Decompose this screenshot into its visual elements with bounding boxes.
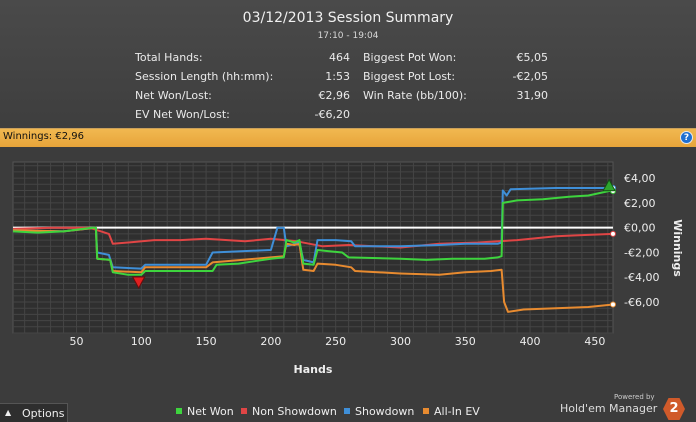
x-tick-label: 50 — [69, 335, 83, 348]
legend-item-non-showdown[interactable]: Non Showdown — [241, 405, 337, 418]
x-tick-label: 200 — [260, 335, 281, 348]
x-axis-label: Hands — [294, 363, 333, 376]
stat-value-biggest-pot-lost: -€2,05 — [512, 70, 548, 83]
stat-value-ev-net-won: -€6,20 — [314, 108, 350, 121]
series-line-net-won — [12, 190, 613, 276]
x-tick-label: 400 — [520, 335, 541, 348]
options-button[interactable]: ▲ Options — [0, 403, 68, 422]
y-tick-label: €0,00 — [624, 222, 656, 235]
y-axis-label: Winnings — [671, 219, 684, 277]
stat-value-win-rate: 31,90 — [516, 89, 549, 102]
stat-label-ev-net-won: EV Net Won/Lost: — [135, 108, 230, 121]
stat-value-session-length: 1:53 — [325, 70, 350, 83]
winnings-bar: Winnings: €2,96 — [0, 128, 696, 147]
help-icon[interactable]: ? — [680, 131, 693, 144]
x-tick-label: 250 — [325, 335, 346, 348]
legend-label-net-won: Net Won — [187, 405, 234, 418]
winnings-graph: 50 100 150 200 250 300 350 400 450 €4,00 €2,00 €0,… — [0, 146, 696, 398]
x-tick-labels: 50 100 150 200 250 300 350 400 450 — [69, 335, 605, 348]
stat-label-biggest-pot-won: Biggest Pot Won: — [363, 51, 457, 64]
legend-item-showdown[interactable]: Showdown — [344, 405, 414, 418]
x-tick-label: 100 — [131, 335, 152, 348]
session-time-range: 17:10 - 19:04 — [317, 31, 379, 41]
legend-swatch-net-won — [176, 408, 182, 414]
y-tick-label: €2,00 — [624, 197, 656, 210]
series-line-all-in-ev — [12, 226, 614, 313]
series-end-point-all-in-ev — [610, 301, 616, 308]
brand-name: Hold'em Manager — [560, 402, 658, 415]
options-label: Options — [22, 407, 65, 420]
y-tick-label: €4,00 — [624, 172, 656, 185]
x-tick-label: 300 — [390, 335, 411, 348]
stat-label-win-rate: Win Rate (bb/100): — [363, 89, 467, 102]
legend-item-net-won[interactable]: Net Won — [176, 405, 234, 418]
series-end-point-non-showdown — [610, 230, 616, 237]
x-tick-label: 350 — [455, 335, 476, 348]
legend-label-non-showdown: Non Showdown — [252, 405, 337, 418]
chevron-up-icon: ▲ — [5, 408, 12, 417]
session-summary-header: 03/12/2013 Session Summary 17:10 - 19:04… — [0, 0, 696, 128]
legend-swatch-all-in-ev — [423, 408, 429, 414]
legend-label-all-in-ev: All-In EV — [434, 405, 480, 418]
y-tick-labels: €4,00 €2,00 €0,00 -€2,00 -€4,00 -€6,00 — [624, 172, 659, 309]
plot-area — [12, 161, 614, 334]
x-tick-label: 150 — [196, 335, 217, 348]
y-tick-label: -€2,00 — [624, 246, 659, 259]
legend-label-showdown: Showdown — [355, 405, 415, 418]
series-line-non-showdown — [12, 226, 614, 249]
x-tick-label: 450 — [584, 335, 605, 348]
stat-value-total-hands: 464 — [329, 51, 350, 64]
legend-swatch-non-showdown — [241, 408, 247, 414]
hm2-logo: 2 — [663, 398, 685, 420]
series-lines — [12, 185, 616, 313]
stat-label-session-length: Session Length (hh:mm): — [135, 70, 274, 83]
session-title: 03/12/2013 Session Summary — [242, 10, 454, 26]
max-marker-icon — [602, 178, 616, 192]
legend-item-all-in-ev[interactable]: All-In EV — [423, 405, 480, 418]
powered-by-text: Powered by — [614, 393, 655, 401]
stat-value-biggest-pot-won: €5,05 — [516, 51, 549, 64]
y-tick-label: -€4,00 — [624, 271, 659, 284]
legend-swatch-showdown — [344, 408, 350, 414]
min-marker-icon — [131, 276, 146, 290]
stat-label-biggest-pot-lost: Biggest Pot Lost: — [363, 70, 456, 83]
stat-label-total-hands: Total Hands: — [135, 51, 203, 64]
y-tick-label: -€6,00 — [624, 296, 659, 309]
winnings-label: Winnings: €2,96 — [3, 131, 84, 142]
stat-label-net-won: Net Won/Lost: — [135, 89, 212, 102]
winnings-chart: 50 100 150 200 250 300 350 400 450 €4,00 €2,00 €0,… — [12, 161, 684, 376]
stat-value-net-won: €2,96 — [318, 89, 351, 102]
min-max-markers — [131, 178, 616, 290]
